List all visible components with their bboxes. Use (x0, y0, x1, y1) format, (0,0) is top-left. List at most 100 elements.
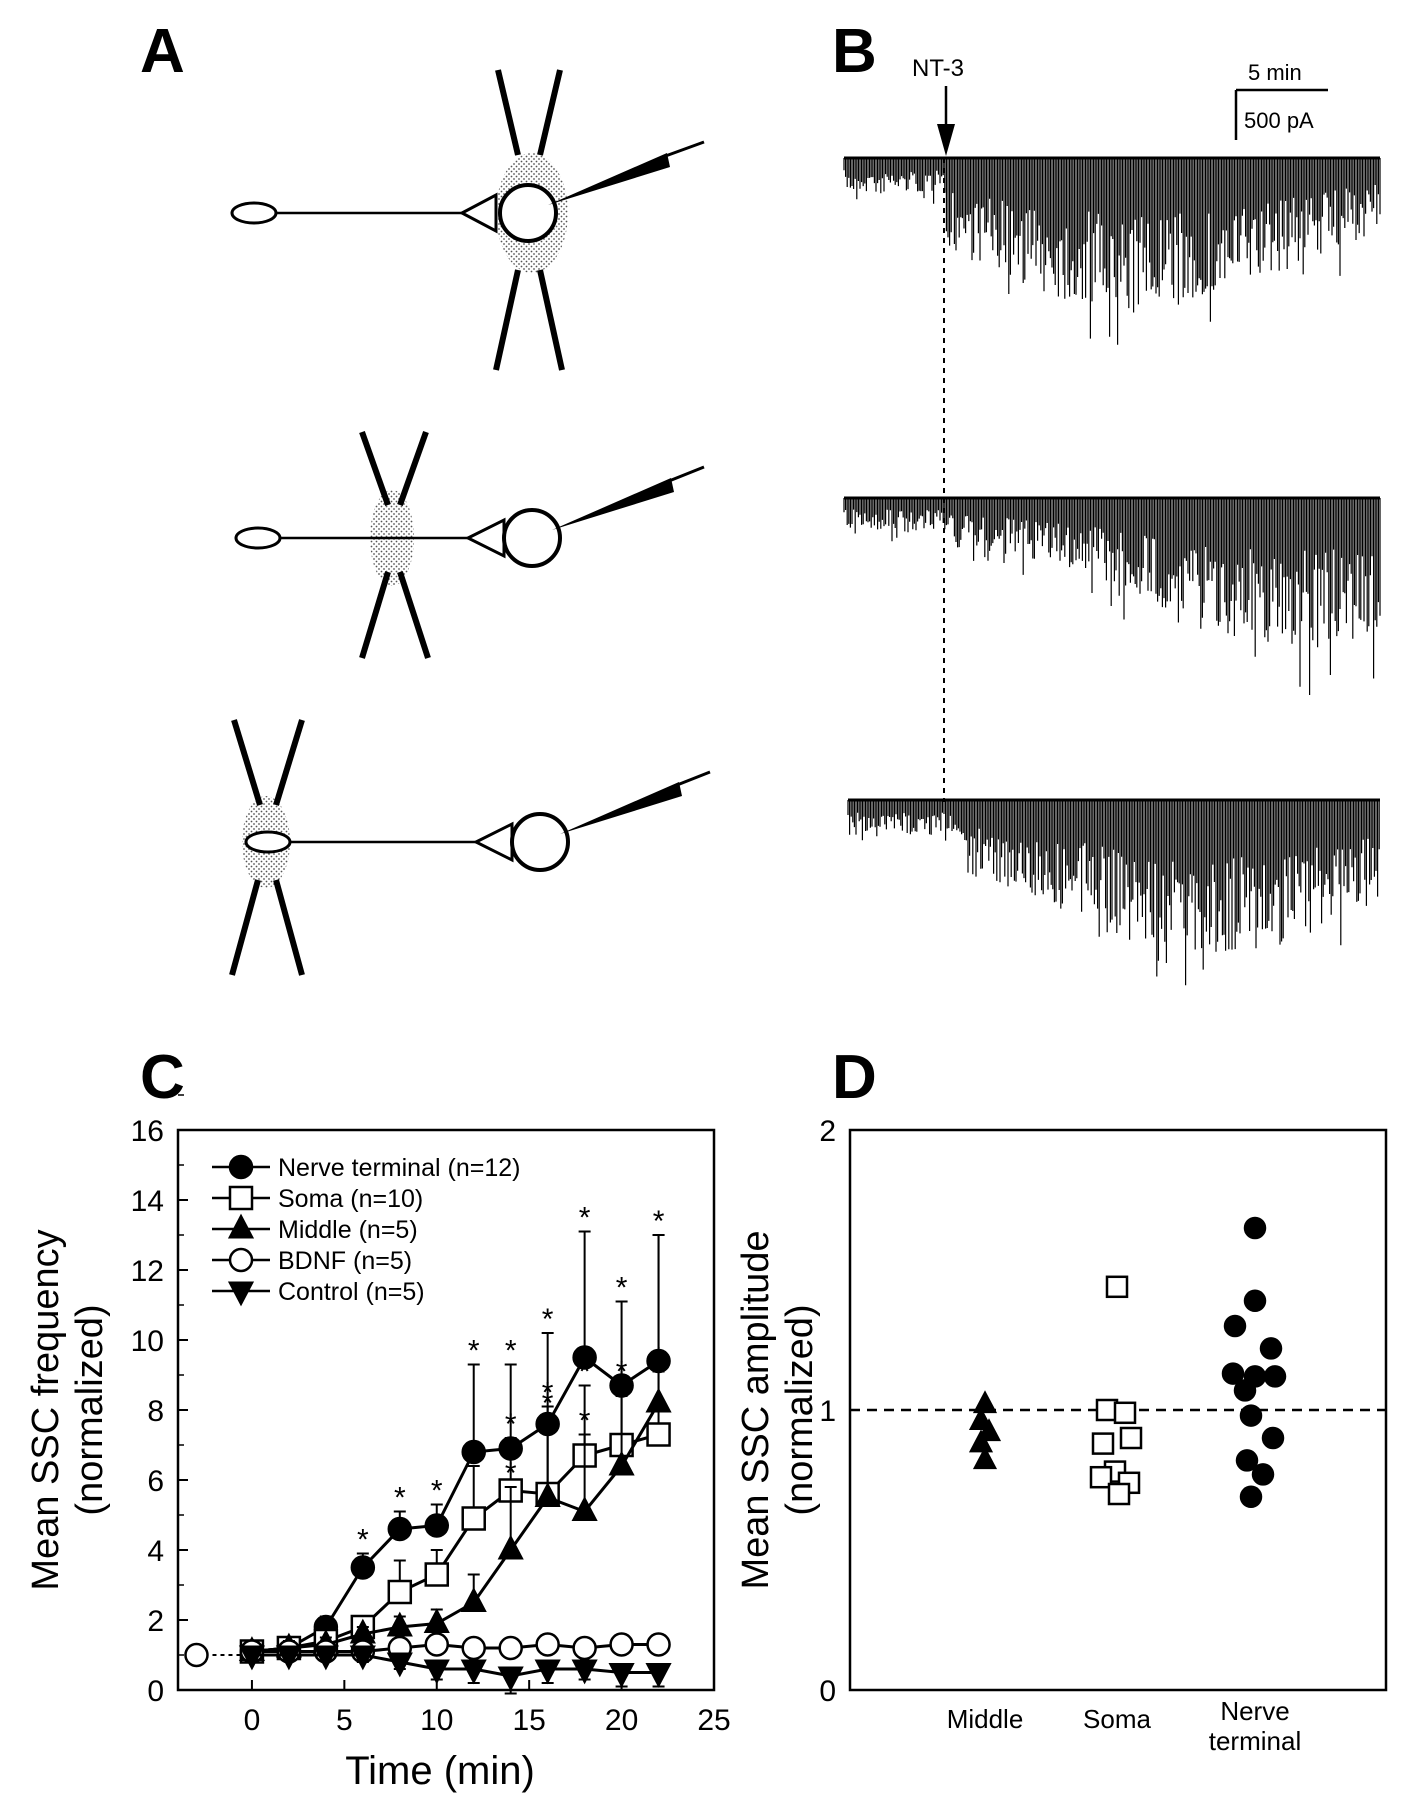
significance-star: * (542, 1387, 554, 1420)
panel-c-chart: 0 5 10 15 20 25 0 2 4 6 8 10 12 14 16 Time (min) Mean … (25, 1094, 731, 1793)
y-tick-label: 6 (147, 1465, 164, 1498)
category-label: Middle (947, 1704, 1024, 1734)
panel-letter-d: D (832, 1043, 877, 1112)
y-tick-label: 14 (131, 1185, 164, 1218)
data-point (535, 1632, 560, 1657)
pipette-tip-line (663, 465, 705, 485)
data-point (534, 1659, 561, 1685)
scale-bar-time-label: 5 min (1248, 60, 1302, 85)
legend-entry: Nerve terminal (n=12) (212, 1154, 520, 1182)
significance-star: * (616, 1366, 628, 1399)
data-point (461, 1506, 486, 1531)
legend-marker (228, 1185, 254, 1211)
data-point (1105, 1275, 1129, 1299)
data-point (460, 1659, 487, 1685)
panel-letter-c: C (140, 1043, 185, 1112)
legend-marker (228, 1154, 254, 1180)
significance-star: * (394, 1482, 406, 1515)
data-point (423, 1659, 450, 1685)
data-point (497, 1534, 524, 1560)
chart-c-x-axis-label: Time (min) (345, 1749, 535, 1793)
legend-entry: Middle (n=5) (212, 1213, 418, 1244)
data-point (461, 1439, 486, 1465)
chart-c-y-axis-label: Mean SSC frequency(normalized) (25, 1229, 111, 1590)
data-point (608, 1663, 635, 1688)
data-point (571, 1496, 598, 1521)
data-point (275, 1645, 302, 1671)
panel-letter-a: A (140, 17, 185, 86)
y-tick-label: 8 (147, 1395, 164, 1428)
series-line (251, 1355, 660, 1653)
chart-c-frame (176, 1128, 716, 1692)
data-point (1243, 1216, 1267, 1240)
data-point (1223, 1314, 1247, 1338)
pipette-tip-line (659, 140, 705, 160)
perfusion-pipe-tl (359, 430, 391, 507)
data-point (238, 1645, 266, 1671)
legend-label: Middle (n=5) (278, 1216, 418, 1244)
chart-c-legend: Nerve terminal (n=12) Soma (n=10) Middle (… (212, 1154, 520, 1307)
perfusion-pipe-br (273, 879, 305, 976)
data-point (1221, 1362, 1245, 1385)
data-point (312, 1645, 339, 1671)
nt3-label: NT-3 (912, 55, 964, 82)
significance-star: * (468, 1335, 480, 1368)
perfusion-pipe-bl (493, 269, 521, 371)
perfusion-pipe-tl (495, 69, 521, 156)
legend-entry: BDNF (n=5) (212, 1247, 412, 1275)
y-tick-label: 1 (819, 1395, 836, 1428)
data-point (572, 1345, 597, 1370)
panel-d-chart: 0 1 2 Mean SSC amplitude(normalized) Middl… (735, 1115, 1388, 1756)
recording-pipette (552, 478, 674, 530)
significance-star: * (542, 1377, 554, 1410)
synapse-triangle (458, 192, 498, 234)
current-trace (843, 496, 1381, 695)
significance-star: * (579, 1202, 591, 1235)
significance-star: * (505, 1408, 517, 1441)
series (1089, 1275, 1143, 1506)
y-tick-label: 12 (131, 1255, 164, 1288)
series (968, 1390, 1002, 1470)
data-point (498, 1635, 523, 1661)
x-tick-label: 10 (420, 1704, 453, 1737)
nerve-terminal-shape (230, 201, 278, 225)
perfusion-pipe-bl (229, 879, 261, 976)
data-point (646, 1422, 671, 1447)
significance-star: * (431, 1520, 443, 1553)
perfusion-pipe-bl (359, 571, 391, 659)
trace-events (847, 800, 1380, 986)
x-tick-label: 15 (512, 1704, 545, 1737)
data-point (387, 1516, 413, 1542)
legend-label: BDNF (n=5) (278, 1247, 412, 1275)
current-trace (843, 156, 1381, 345)
x-tick-label: 5 (336, 1704, 353, 1737)
y-tick-label: 0 (819, 1675, 836, 1708)
panel-letter-b: B (832, 17, 877, 86)
recording-pipette (548, 153, 670, 205)
data-point (609, 1632, 634, 1657)
data-point (424, 1632, 450, 1657)
series (238, 1645, 672, 1695)
significance-star: * (579, 1405, 591, 1438)
data-point (424, 1513, 450, 1538)
perfusion-pipe-tr (537, 69, 563, 156)
significance-star: * (431, 1475, 443, 1508)
soma-circle (510, 812, 570, 872)
diagram-terminal-perfusion (229, 719, 711, 976)
significance-star: * (357, 1524, 369, 1557)
perfusion-pipe-tl (231, 719, 263, 806)
data-point (1239, 1485, 1263, 1509)
nerve-terminal-shape (244, 830, 292, 854)
data-point (645, 1387, 672, 1413)
legend-label: Soma (n=10) (278, 1185, 423, 1213)
data-point (1251, 1463, 1275, 1486)
series (1221, 1216, 1287, 1509)
significance-star: * (616, 1356, 628, 1389)
series-line (251, 1402, 660, 1653)
data-point (1089, 1465, 1113, 1489)
chart-d-axes: 0 1 2 (819, 1115, 860, 1708)
category-label: Soma (1083, 1704, 1151, 1734)
legend-label: Control (n=5) (278, 1278, 425, 1306)
panel-a-diagrams (229, 69, 711, 976)
trace-events (843, 498, 1381, 695)
